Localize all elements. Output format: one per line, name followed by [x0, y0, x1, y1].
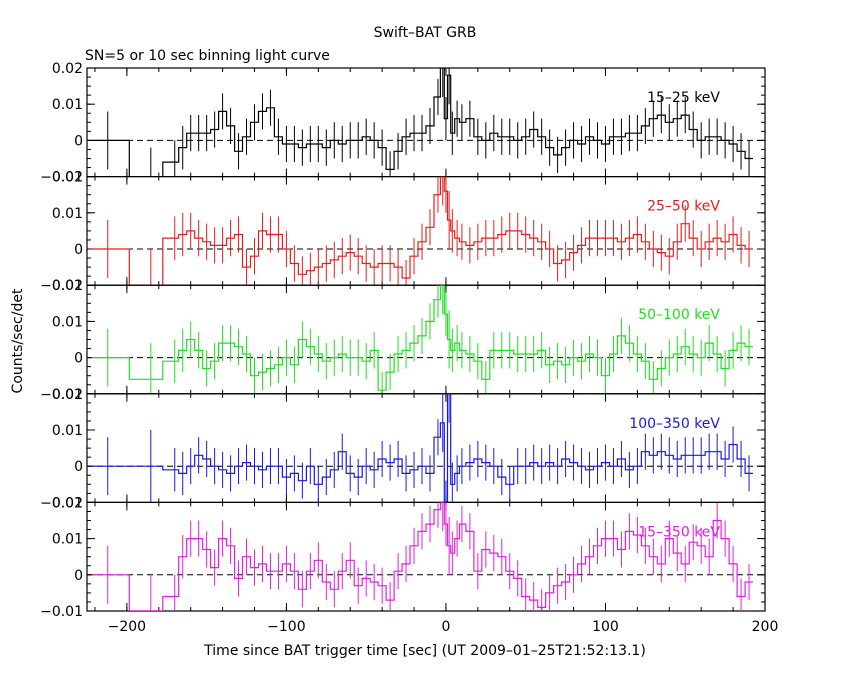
y-tick-label: 0.01 — [52, 97, 83, 113]
panel-data — [91, 176, 753, 286]
y-tick-label: 0 — [74, 459, 83, 475]
y-tick-label: 0 — [74, 351, 83, 367]
y-axis-label: Counts/sec/det — [10, 288, 26, 393]
panel-3: −0.01 0 0.01 0.02 50–100 keV — [40, 278, 766, 403]
panel-2: −0.01 0 0.01 0.02 25–50 keV — [40, 170, 766, 294]
series-line — [91, 68, 753, 177]
series-line — [91, 176, 753, 286]
band-label: 25–50 keV — [647, 199, 720, 215]
x-tick-label: 100 — [592, 619, 619, 635]
panel-frame — [86, 393, 766, 503]
y-tick-label: −0.01 — [40, 495, 83, 511]
x-tick-label: 200 — [752, 619, 779, 635]
y-tick-label: −0.01 — [40, 387, 83, 403]
panel-frame — [86, 501, 766, 612]
chart-title: Swift–BAT GRB — [374, 25, 477, 41]
y-tick-label: 0.02 — [52, 170, 83, 186]
panel-frame — [86, 67, 766, 178]
x-tick-label: −100 — [267, 619, 305, 635]
y-tick-label: −0.01 — [40, 278, 83, 294]
panel-1: −0.01 0 0.01 0.02 15–25 keV — [40, 61, 766, 186]
y-tick-label: 0.02 — [52, 278, 83, 294]
y-tick-label: 0 — [74, 133, 83, 149]
y-tick-label: 0.01 — [52, 423, 83, 439]
y-tick-label: 0.02 — [52, 387, 83, 403]
series-line — [91, 393, 753, 503]
band-label: 15–25 keV — [647, 90, 720, 106]
y-tick-label: 0 — [74, 242, 83, 258]
band-label: 15–350 keV — [638, 524, 720, 540]
series-line — [91, 285, 753, 391]
x-tick-label: 0 — [441, 619, 450, 635]
x-tick-label: −200 — [108, 619, 146, 635]
y-tick-label: 0.02 — [52, 61, 83, 77]
y-tick-label: −0.01 — [40, 170, 83, 186]
series-line — [91, 502, 753, 611]
y-tick-label: 0.01 — [52, 206, 83, 222]
x-axis-label: Time since BAT trigger time [sec] (UT 20… — [203, 643, 646, 659]
y-tick-label: 0.02 — [52, 495, 83, 511]
band-label: 50–100 keV — [638, 307, 720, 323]
panel-data — [91, 68, 753, 177]
panel-data — [91, 285, 753, 394]
y-tick-label: −0.01 — [40, 604, 83, 620]
panel-data — [91, 502, 753, 611]
chart-subtitle: SN=5 or 10 sec binning light curve — [85, 48, 330, 64]
panels-group: −0.01 0 0.01 0.02 15–25 keV −0.01 0 0.01 0.02 25–… — [40, 61, 779, 635]
y-tick-label: 0 — [74, 568, 83, 584]
panel-data — [91, 393, 753, 503]
y-tick-label: 0.01 — [52, 532, 83, 548]
y-tick-label: 0.01 — [52, 314, 83, 330]
panel-5: −0.01 0 0.01 0.02 15–350 keV — [40, 495, 766, 620]
panel-4: −0.01 0 0.01 0.02 100–350 keV — [40, 387, 766, 511]
band-label: 100–350 keV — [629, 416, 720, 432]
